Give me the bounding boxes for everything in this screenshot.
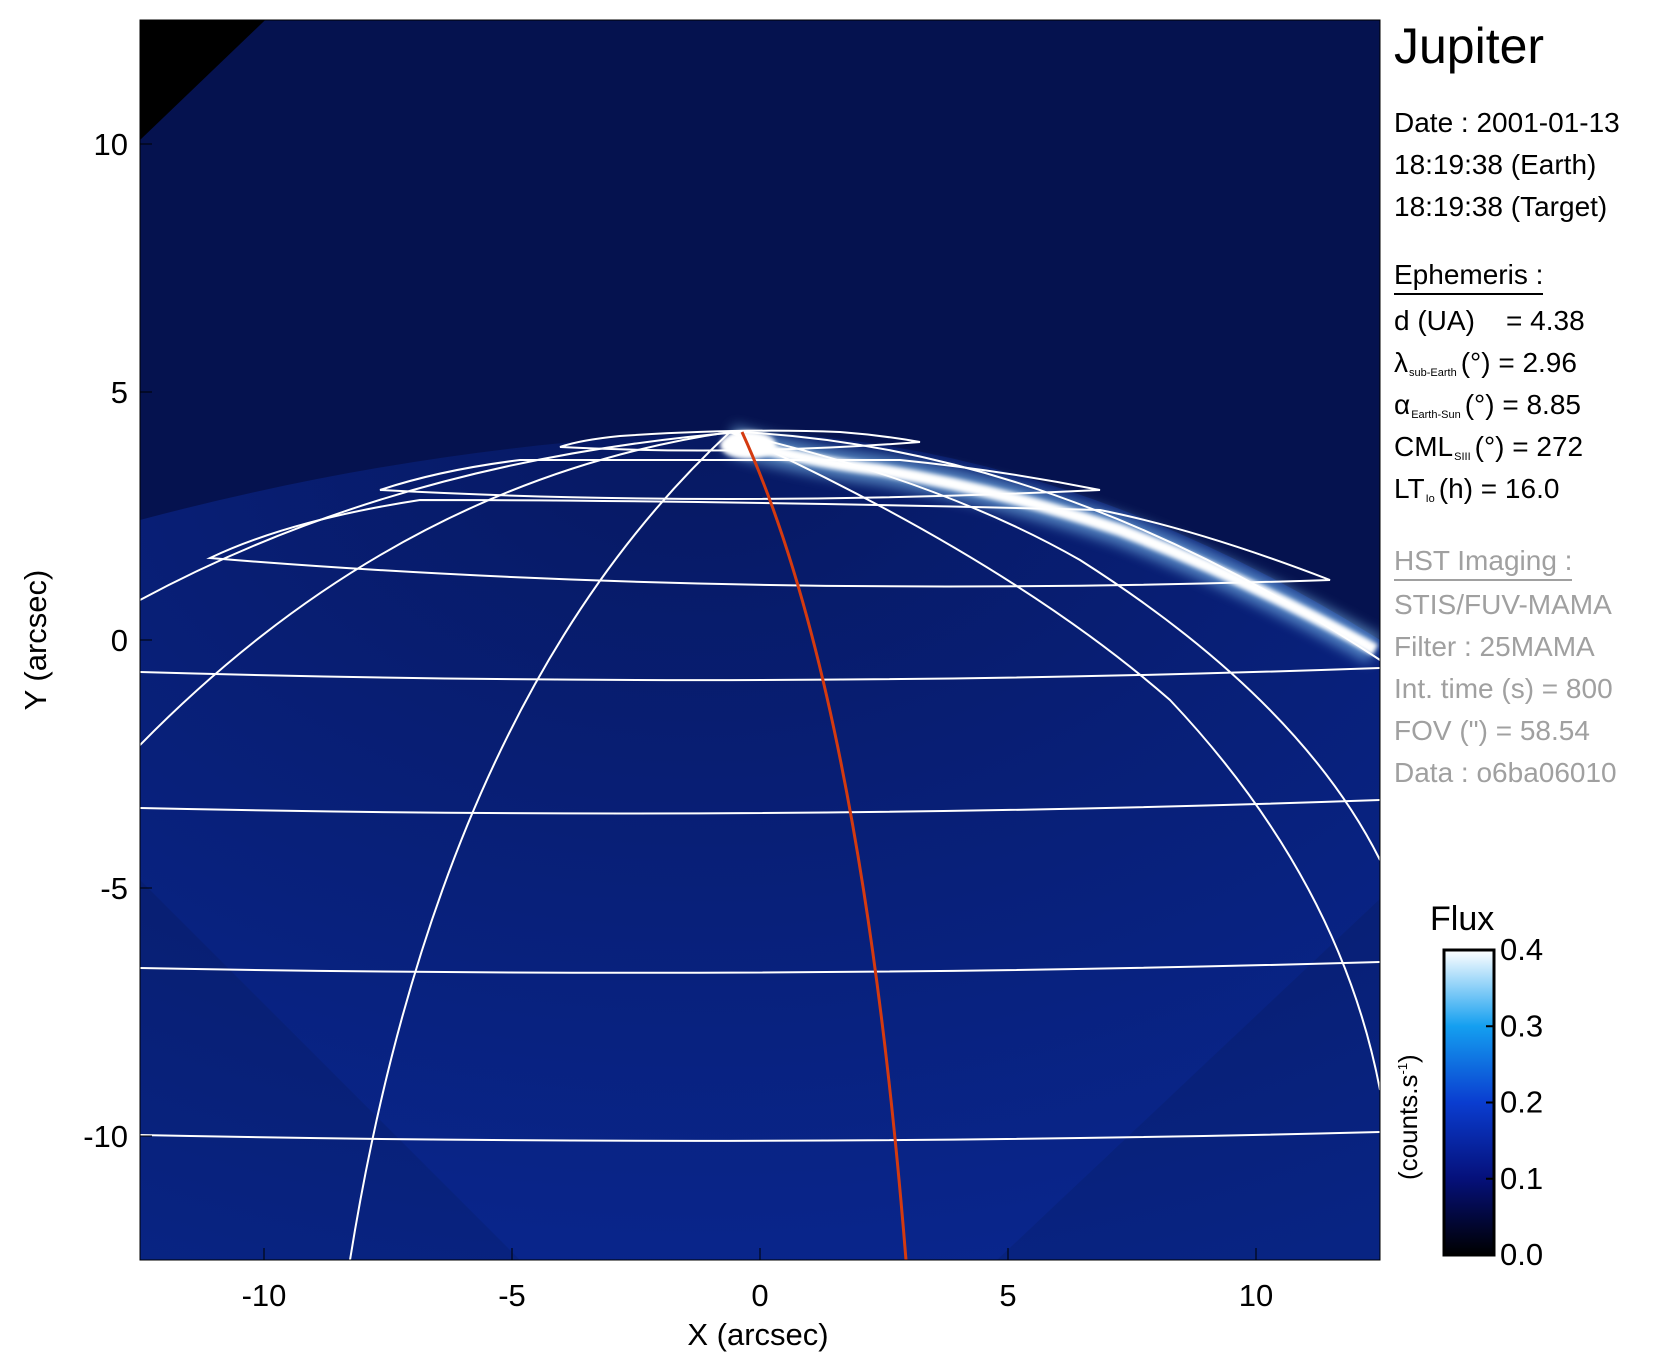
cml-sub: SIII	[1454, 451, 1471, 463]
observation-date: Date : 2001-01-13	[1394, 107, 1620, 138]
alpha-symbol: α	[1394, 389, 1411, 420]
filter: Filter : 25MAMA	[1394, 631, 1595, 662]
lambda-symbol: λ	[1394, 347, 1408, 378]
instrument: STIS/FUV-MAMA	[1394, 589, 1612, 620]
x-tick-label: 0	[751, 1278, 768, 1313]
central-meridian	[740, 431, 908, 1260]
colorbar-tick-label: 0.3	[1500, 1008, 1543, 1043]
x-axis-label: X (arcsec)	[687, 1317, 828, 1352]
x-tick-label: -5	[498, 1278, 526, 1313]
y-tick-label: -5	[100, 871, 128, 906]
data-id: Data : o6ba06010	[1394, 757, 1617, 788]
hst-header: HST Imaging :	[1394, 540, 1573, 582]
field-of-view: FOV (") = 58.54	[1394, 715, 1590, 746]
longitude-grid	[140, 430, 1380, 1260]
latitude-grid	[140, 429, 1380, 1142]
target-title: Jupiter	[1394, 18, 1545, 74]
earth-time: 18:19:38 (Earth)	[1394, 149, 1597, 180]
planet-disk	[140, 432, 1380, 1260]
colorbar	[1442, 948, 1496, 1257]
alpha-value: (°) = 8.85	[1464, 389, 1581, 420]
x-tick-label: 5	[999, 1278, 1016, 1313]
y-axis-ticks: 10 5 0 -5 -10	[83, 127, 152, 1154]
distance-value: = 4.38	[1506, 305, 1585, 336]
colorbar-tick-label: 0.0	[1500, 1237, 1543, 1272]
lt-row: LTIo (h) = 16.0	[1394, 468, 1559, 520]
colorbar-ticks: 0.0 0.1 0.2 0.3 0.4	[1486, 932, 1543, 1272]
lambda-sub: sub-Earth	[1409, 367, 1457, 379]
colorbar-tick-label: 0.1	[1500, 1161, 1543, 1196]
lt-sub: Io	[1425, 493, 1435, 505]
y-tick-label: 0	[111, 623, 128, 658]
colorbar-unit: (counts.s-1)	[1393, 1054, 1424, 1180]
lt-label: LT	[1394, 473, 1425, 504]
colorbar-unit-end: )	[1393, 1054, 1423, 1063]
lambda-value: (°) = 2.96	[1460, 347, 1577, 378]
integration-time: Int. time (s) = 800	[1394, 673, 1613, 704]
alpha-sub: Earth-Sun	[1411, 409, 1461, 421]
alpha-row: αEarth-Sun (°) = 8.85	[1394, 384, 1581, 436]
lt-value: (h) = 16.0	[1438, 473, 1560, 504]
cml-row: CMLSIII (°) = 272	[1394, 426, 1583, 478]
cml-value: (°) = 272	[1474, 431, 1584, 462]
y-tick-label: 10	[94, 127, 128, 162]
target-time: 18:19:38 (Target)	[1394, 191, 1608, 222]
colorbar-unit-sup: -1	[1395, 1062, 1410, 1075]
x-tick-label: -10	[242, 1278, 287, 1313]
lambda-row: λsub-Earth (°) = 2.96	[1394, 342, 1577, 394]
y-tick-label: 5	[111, 375, 128, 410]
ephemeris-header-text: Ephemeris :	[1394, 258, 1544, 295]
ephemeris-header: Ephemeris :	[1394, 254, 1544, 296]
distance-label: d (UA)	[1394, 305, 1475, 336]
hst-header-text: HST Imaging :	[1394, 544, 1573, 581]
x-axis-ticks: -10 -5 0 5 10	[242, 1248, 1273, 1313]
colorbar-tick-label: 0.2	[1500, 1085, 1543, 1120]
cml-label: CML	[1394, 431, 1454, 462]
colorbar-unit-main: (counts.s	[1393, 1074, 1423, 1181]
colorbar-title: Flux	[1430, 900, 1495, 938]
distance-row: d (UA) = 4.38	[1394, 300, 1585, 342]
x-tick-label: 10	[1239, 1278, 1273, 1313]
y-axis-label: Y (arcsec)	[18, 570, 53, 711]
colorbar-tick-label: 0.4	[1500, 932, 1543, 967]
y-tick-label: -10	[83, 1119, 128, 1154]
